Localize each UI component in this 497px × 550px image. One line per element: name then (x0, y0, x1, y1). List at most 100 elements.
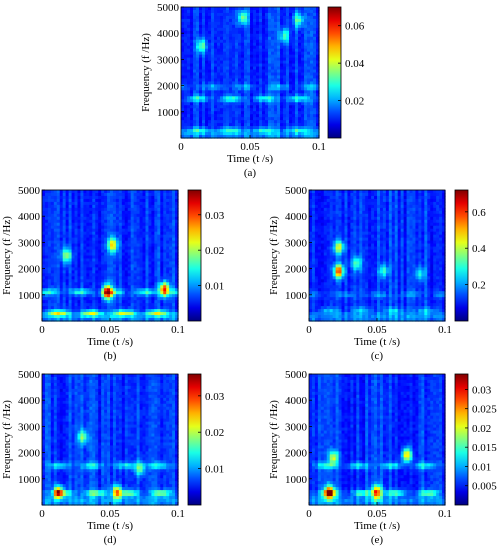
heatmap-cell (74, 258, 79, 263)
heatmap-cell (241, 84, 245, 88)
heatmap-cell (289, 135, 293, 139)
heatmap-cell (68, 243, 73, 248)
heatmap-cell (124, 198, 129, 203)
heatmap-cell (151, 315, 155, 319)
heatmap-cell (44, 303, 49, 307)
heatmap-cell (101, 225, 105, 230)
heatmap-cell (86, 249, 90, 254)
heatmap-cell (259, 63, 263, 68)
heatmap-cell (107, 276, 111, 280)
heatmap-cell (379, 192, 384, 197)
heatmap-cell (121, 243, 126, 248)
heatmap-cell (166, 210, 170, 215)
heatmap-cell (184, 96, 188, 100)
heatmap-cell (353, 234, 357, 239)
heatmap-cell (47, 204, 52, 209)
heatmap-cell (145, 207, 150, 212)
heatmap-cell (163, 219, 167, 224)
heatmap-cell (59, 258, 64, 263)
heatmap-cell (83, 297, 87, 301)
heatmap-cell (68, 192, 73, 197)
heatmap-cell (112, 261, 117, 266)
heatmap-cell (130, 285, 135, 289)
heatmap-cell (181, 96, 185, 100)
heatmap-cell (229, 105, 233, 109)
heatmap-cell (214, 105, 218, 109)
heatmap-cell (130, 312, 135, 316)
heatmap-cell (323, 201, 328, 206)
heatmap-cell (80, 318, 84, 322)
heatmap-cell (253, 30, 257, 35)
heatmap-cell (309, 216, 313, 221)
heatmap-cell (388, 213, 393, 218)
heatmap-cell (403, 198, 408, 203)
heatmap-cell (262, 63, 266, 68)
heatmap-cell (172, 297, 176, 301)
heatmap-cell (313, 15, 317, 20)
heatmap-cell (187, 54, 191, 59)
heatmap-cell (253, 96, 257, 100)
heatmap-cell (317, 228, 322, 233)
heatmap-cell (292, 84, 296, 88)
heatmap-cell (232, 105, 236, 109)
heatmap-cell (316, 123, 320, 127)
heatmap-cell (184, 132, 188, 136)
heatmap-cell (184, 81, 188, 86)
heatmap-cell (115, 190, 120, 194)
heatmap-cell (283, 7, 287, 11)
heatmap-cell (166, 213, 170, 218)
heatmap-cell (130, 294, 135, 298)
heatmap-cell (166, 279, 170, 283)
heatmap-cell (274, 105, 278, 109)
heatmap-cell (53, 210, 58, 215)
heatmap-cell (92, 282, 96, 286)
heatmap-cell (253, 45, 257, 50)
heatmap-cell (160, 291, 164, 295)
heatmap-cell (71, 270, 76, 274)
x-tick-label: 0 (178, 141, 184, 153)
heatmap-cell (59, 240, 64, 245)
heatmap-cell (181, 93, 185, 97)
heatmap-cell (136, 192, 141, 197)
x-tick-label: 0 (39, 324, 45, 336)
heatmap-cell (184, 24, 188, 29)
heatmap-cell (344, 195, 349, 200)
heatmap-cell (157, 207, 161, 212)
heatmap-cell (256, 51, 260, 56)
heatmap-cell (226, 102, 230, 106)
heatmap-cell (104, 192, 108, 197)
heatmap-cell (115, 294, 120, 298)
heatmap-cell (62, 231, 67, 236)
heatmap-cell (208, 42, 212, 47)
heatmap-cell (253, 39, 257, 44)
heatmap-cell (220, 39, 224, 44)
heatmap-cell (310, 69, 314, 74)
heatmap-cell (377, 213, 381, 218)
heatmap-cell (53, 207, 58, 212)
heatmap-cell (256, 90, 260, 94)
heatmap-cell (353, 195, 357, 200)
heatmap-cell (244, 12, 248, 17)
heatmap-cell (98, 222, 102, 227)
heatmap-cell (208, 84, 212, 88)
heatmap-cell (418, 231, 422, 236)
heatmap-cell (107, 261, 111, 266)
heatmap-cell (232, 129, 236, 133)
heatmap-cell (347, 195, 351, 200)
heatmap-cell (181, 78, 185, 83)
heatmap-cell (169, 222, 173, 227)
heatmap-cell (190, 60, 194, 65)
heatmap-cell (347, 234, 351, 239)
heatmap-cell (151, 279, 155, 283)
heatmap-cell (235, 21, 239, 26)
heatmap-cell (145, 261, 150, 266)
heatmap-cell (256, 48, 260, 53)
heatmap-cell (71, 207, 76, 212)
heatmap-cell (262, 39, 266, 44)
heatmap-cell (115, 258, 120, 263)
heatmap-cell (80, 231, 84, 236)
heatmap-cell (307, 99, 311, 103)
heatmap-cell (169, 285, 173, 289)
heatmap-cell (77, 210, 82, 215)
heatmap-cell (289, 30, 293, 35)
